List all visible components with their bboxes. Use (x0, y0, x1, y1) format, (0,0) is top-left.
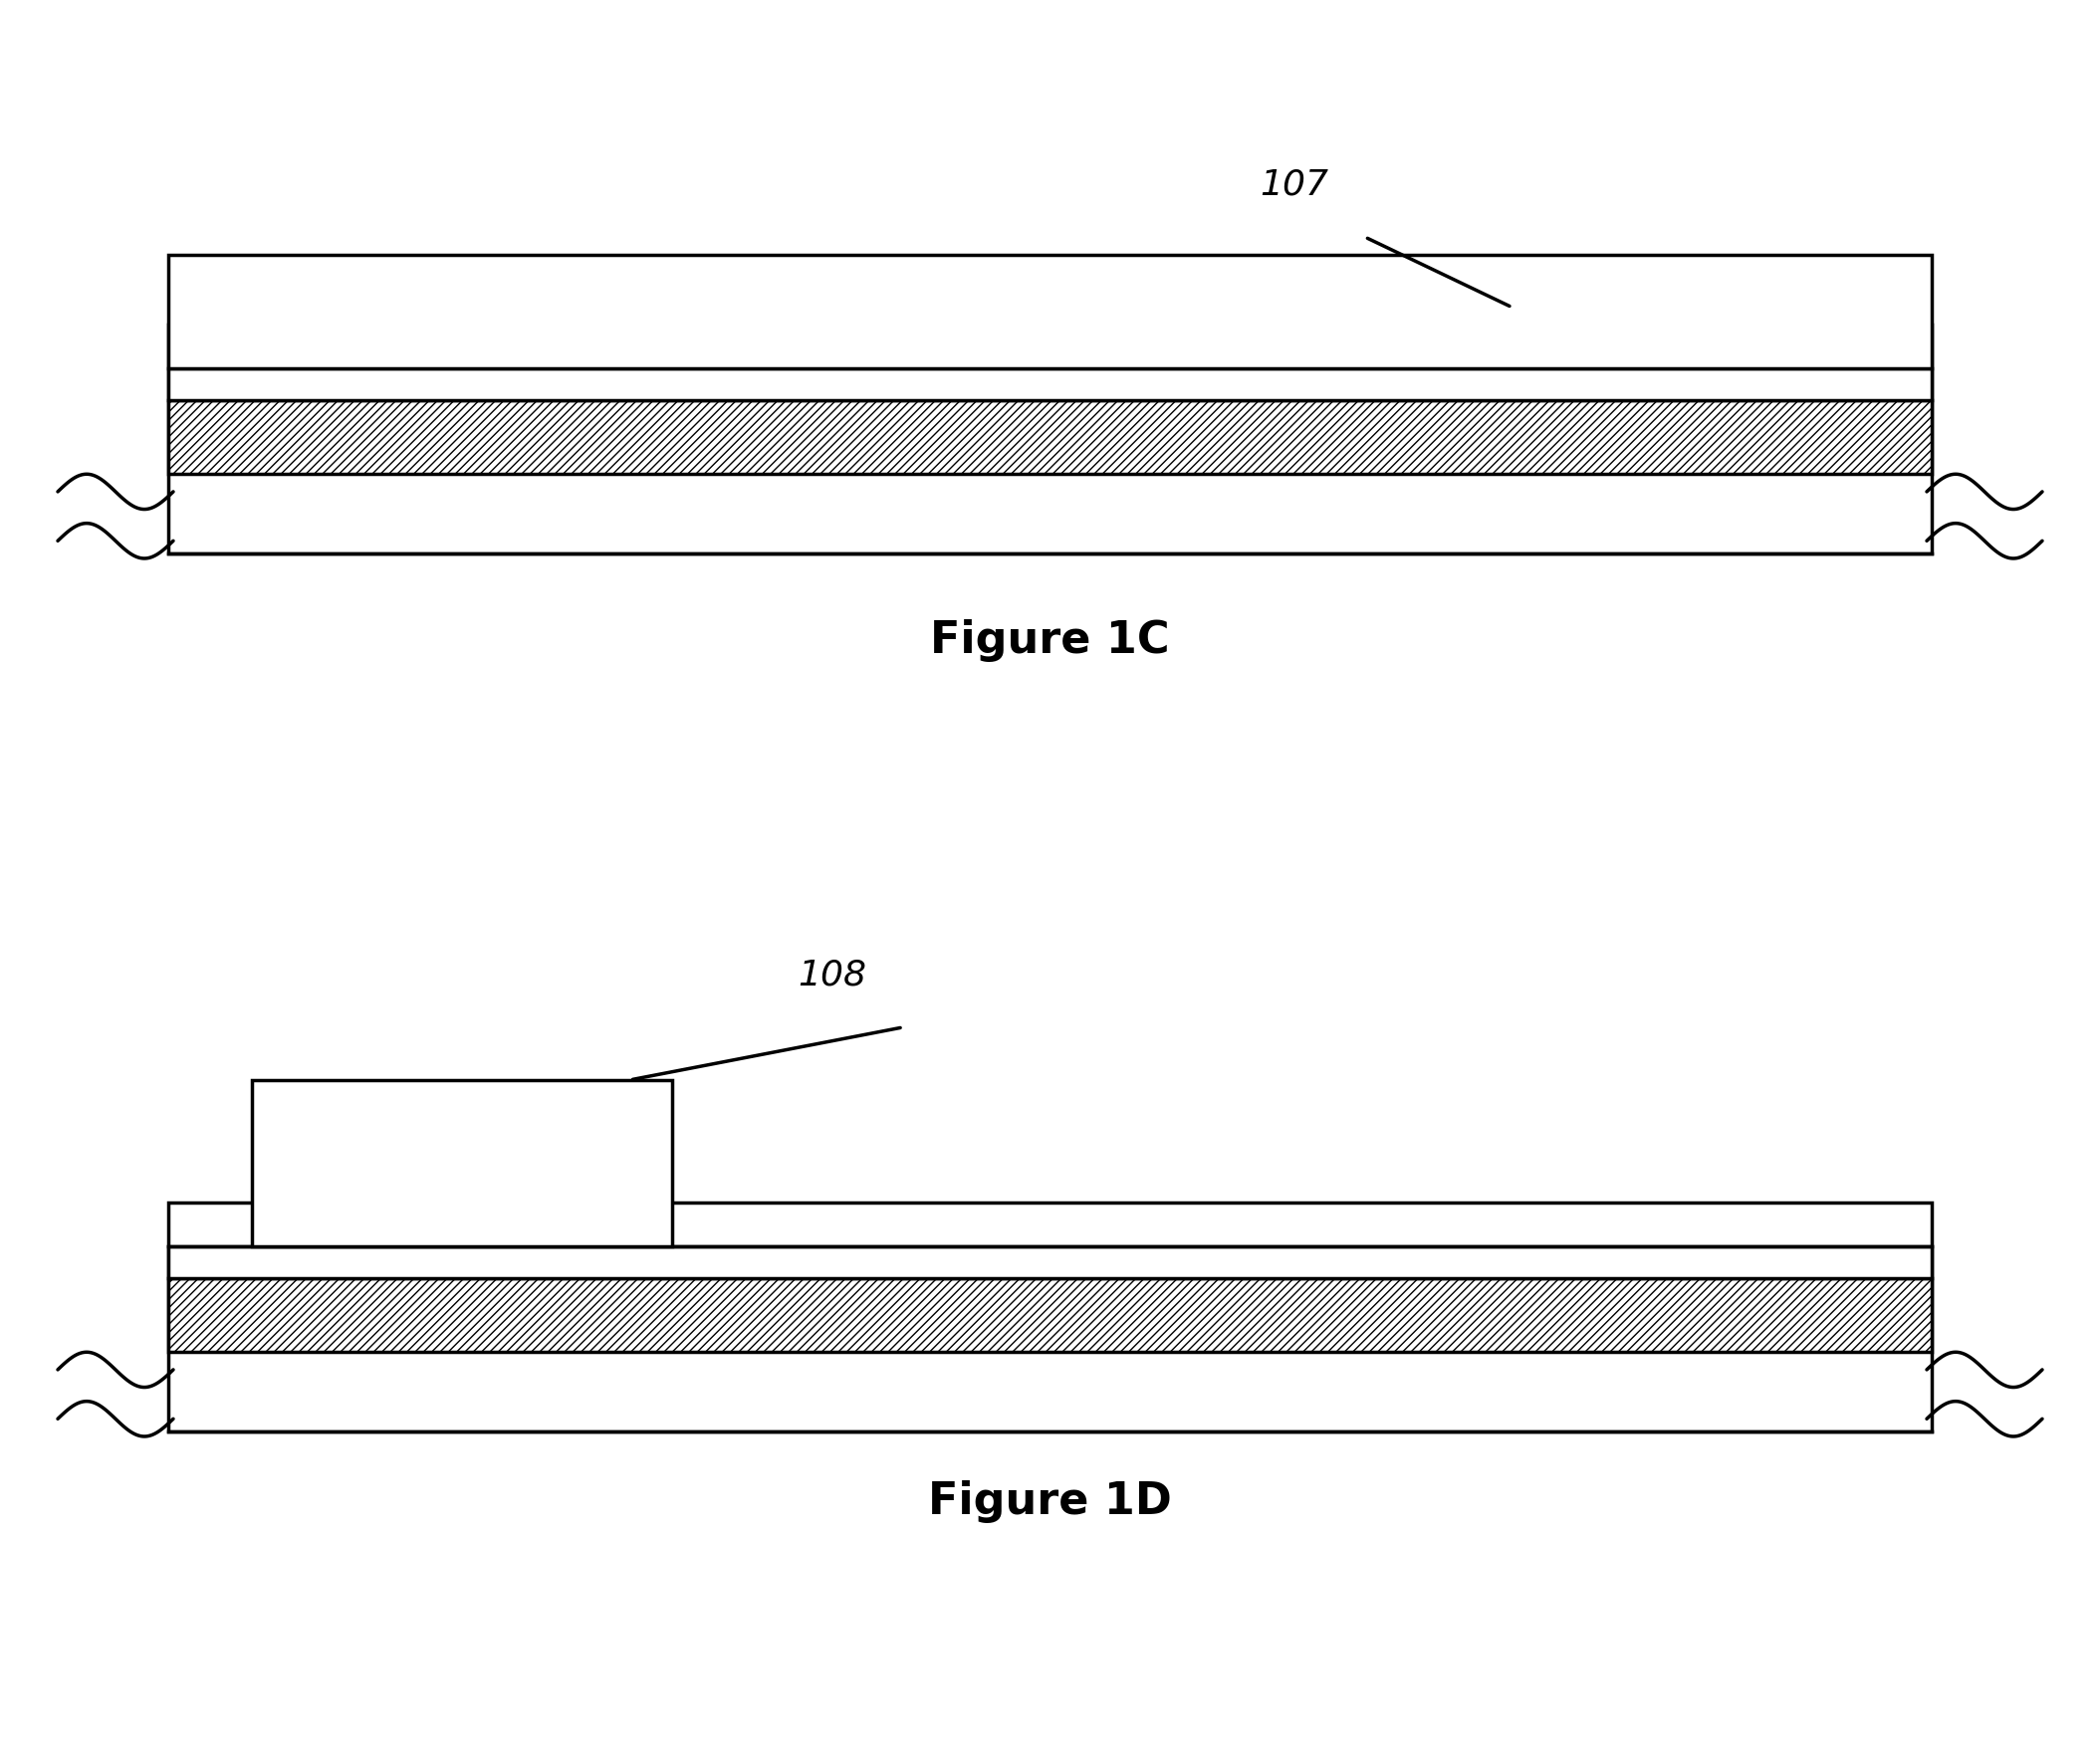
Text: 108: 108 (798, 959, 867, 992)
Text: 107: 107 (1260, 169, 1329, 202)
Bar (168, 255, 1932, 369)
Bar (168, 400, 1932, 474)
Bar (168, 325, 1932, 553)
Bar (168, 369, 1932, 400)
Text: Figure 1D: Figure 1D (928, 1480, 1172, 1522)
Bar (168, 1247, 1932, 1278)
Bar (168, 1203, 1932, 1431)
Bar (168, 1278, 1932, 1352)
Text: Figure 1C: Figure 1C (930, 620, 1170, 662)
Bar (252, 1080, 672, 1247)
